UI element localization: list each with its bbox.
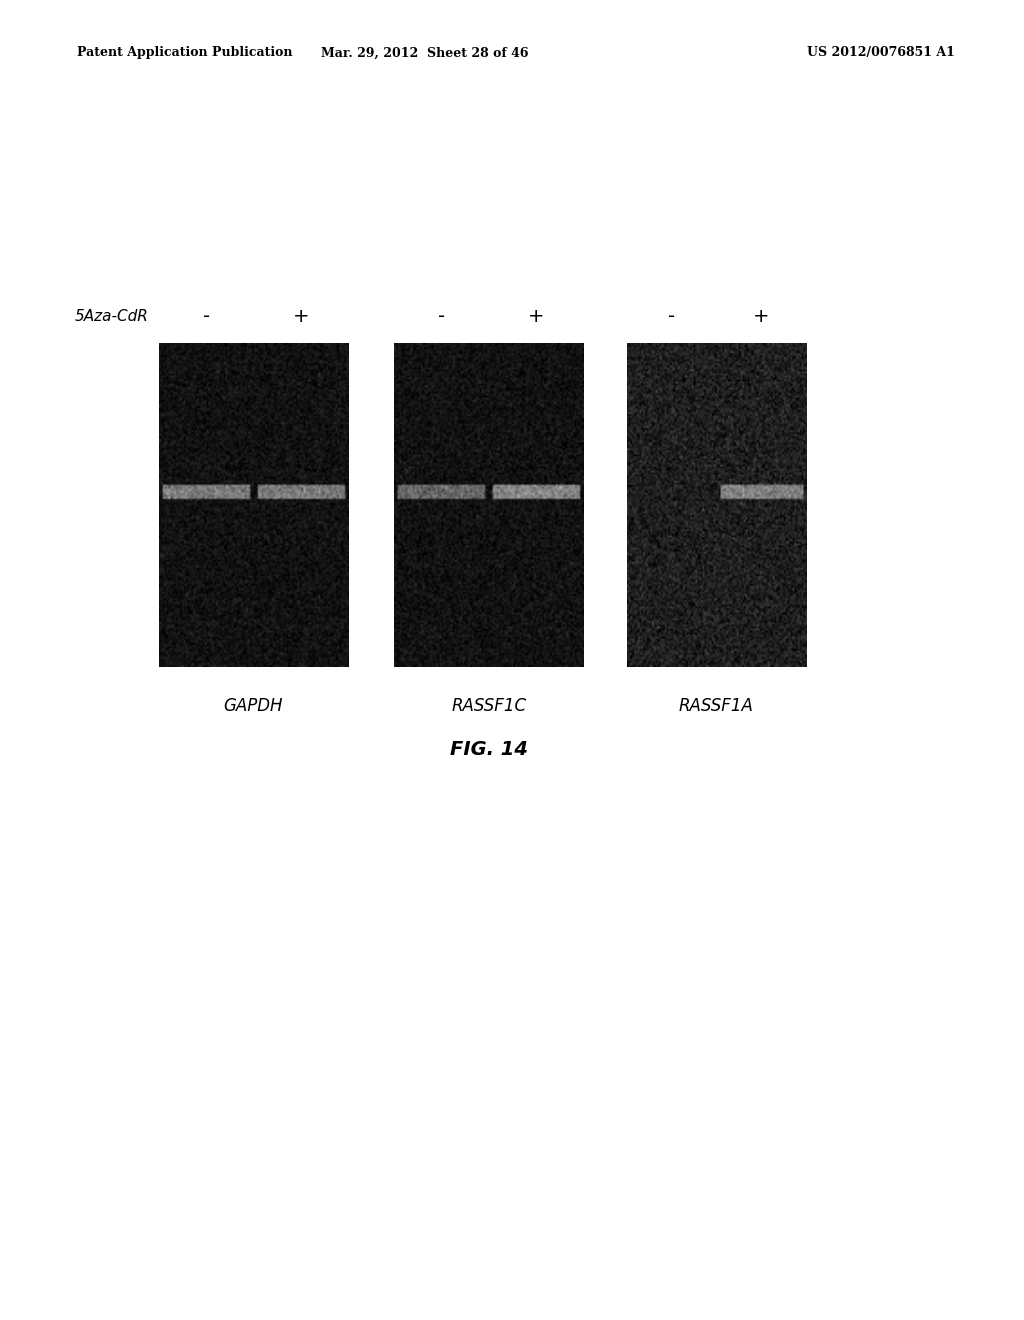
Text: FIG. 14: FIG. 14 [450,741,528,759]
Text: GAPDH: GAPDH [223,697,284,715]
Text: RASSF1A: RASSF1A [679,697,754,715]
Text: 5Aza-CdR: 5Aza-CdR [75,309,148,325]
Text: US 2012/0076851 A1: US 2012/0076851 A1 [807,46,954,59]
Text: Patent Application Publication: Patent Application Publication [77,46,292,59]
Text: +: + [528,308,545,326]
Text: -: - [668,308,675,326]
Text: RASSF1C: RASSF1C [452,697,526,715]
Text: +: + [753,308,769,326]
Text: Mar. 29, 2012  Sheet 28 of 46: Mar. 29, 2012 Sheet 28 of 46 [322,46,528,59]
Text: +: + [293,308,309,326]
Text: -: - [438,308,445,326]
Text: -: - [203,308,210,326]
